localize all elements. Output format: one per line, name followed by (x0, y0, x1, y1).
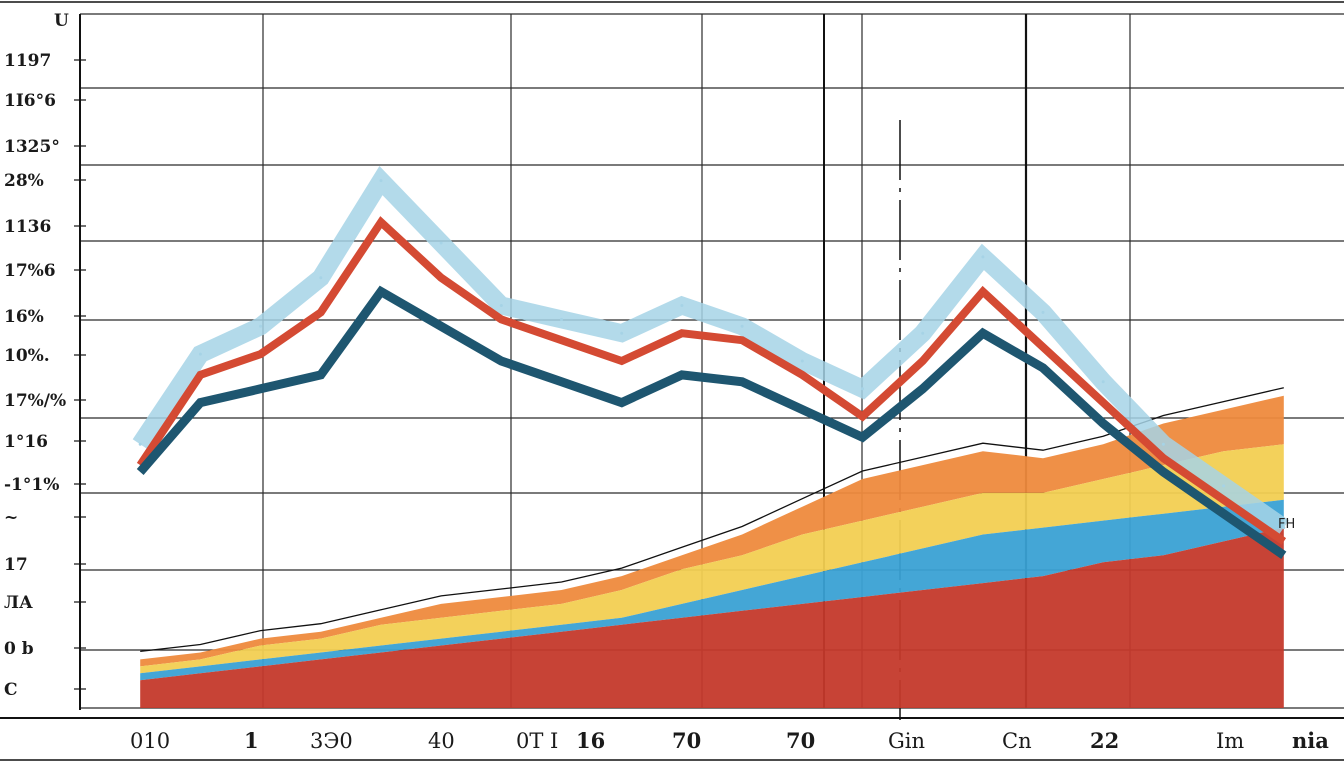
line-point (138, 442, 142, 446)
line-series-2 (136, 216, 1287, 545)
y-tick-label: ЛА (4, 593, 33, 613)
line-point (740, 324, 744, 328)
x-tick-label: Cn (1002, 729, 1032, 753)
line-point (800, 359, 804, 363)
line-point (921, 331, 925, 335)
x-tick-label: 70 (786, 728, 815, 753)
line-point (1101, 380, 1105, 384)
x-tick-labels: 010 1 3Э0 40 0T I 16 70 70 Gin Cn 22 Im nia (130, 728, 1329, 753)
stacked-areas (140, 387, 1284, 708)
x-tick-label: 3Э0 (310, 729, 353, 753)
x-tick-label: 16 (576, 728, 605, 753)
x-tick-label: Im (1216, 729, 1244, 753)
x-tick-label: 1 (244, 728, 259, 753)
y-tick-label: 17%/% (4, 391, 66, 411)
area-series-2 (140, 499, 1284, 681)
line-point (1041, 310, 1045, 314)
line-point (1161, 442, 1165, 446)
y-tick-label: 17%6 (4, 261, 56, 281)
trend-lines (132, 166, 1289, 560)
x-tick-label: 40 (428, 729, 455, 753)
area-outline (140, 387, 1284, 653)
line-point (861, 387, 864, 391)
y-tick-label: 28% (4, 171, 44, 191)
line-series-3 (136, 285, 1287, 560)
y-tick-label: 1I6°6 (4, 91, 56, 111)
x-tick-label: Gin (888, 729, 925, 753)
x-tick-label: nia (1292, 728, 1329, 753)
y-tick-label: 0 b (4, 639, 34, 659)
x-tick-label: 22 (1090, 728, 1119, 753)
x-tick-label: 0T I (516, 729, 558, 753)
line-point (499, 304, 503, 307)
y-tick-label: 16% (4, 307, 44, 327)
y-axis-top-label: U (54, 11, 69, 31)
line-point (259, 324, 263, 328)
y-tick-label: 1197 (4, 51, 51, 71)
y-tick-label: 17 (4, 555, 28, 575)
y-tick-label: C (4, 680, 18, 700)
line-point (981, 255, 985, 259)
line-point (379, 179, 383, 183)
y-tick-label: -1°1% (4, 475, 59, 495)
x-tick-label: 010 (130, 729, 170, 753)
area-series-3 (140, 444, 1284, 674)
line-point (1222, 484, 1226, 488)
area-series-4 (140, 395, 1284, 667)
line-point (1282, 526, 1286, 530)
y-tick-label: 1°16 (4, 432, 48, 452)
y-tick-label: ~ (4, 508, 18, 528)
line-point (198, 352, 202, 356)
y-tick-label: 1136 (4, 217, 51, 237)
y-tick-label: 1325° (4, 137, 60, 157)
line-series-1 (132, 166, 1289, 535)
line-point (680, 304, 684, 307)
area-series-1 (140, 527, 1284, 708)
line-point (439, 241, 443, 245)
y-tick-label: 10%. (4, 346, 50, 366)
line-point (620, 331, 624, 335)
annotation-label: FH (1278, 517, 1295, 532)
line-point (319, 276, 323, 280)
y-tick-labels: 1197 1I6°6 1325° 28% 1136 17%6 16% 10%. 17%/% 1°1… (4, 51, 86, 700)
x-tick-label: 70 (672, 728, 701, 753)
line-point (560, 317, 563, 321)
